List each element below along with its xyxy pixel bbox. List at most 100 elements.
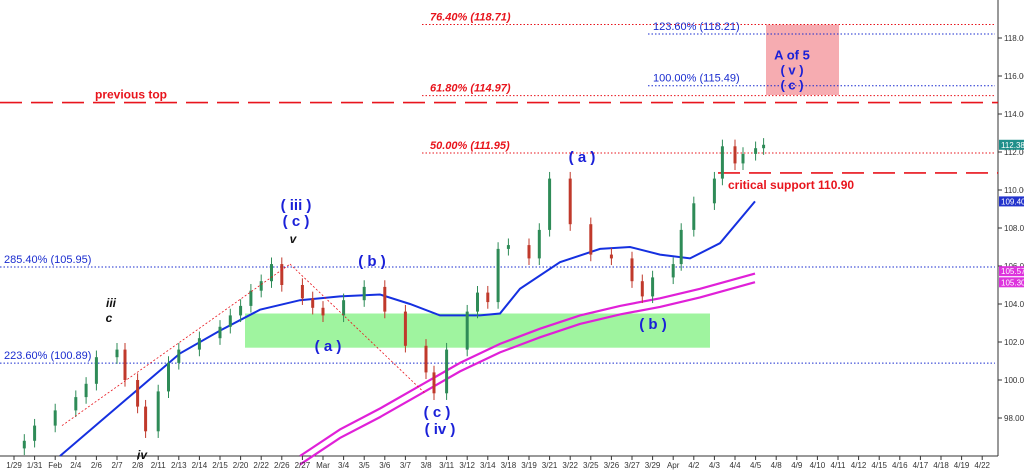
wave-label-4: c	[106, 311, 113, 325]
time-tick-label-20: 3/8	[420, 461, 432, 470]
price-tick-label-3: 104.00	[1004, 300, 1024, 309]
time-tick-label-16: 3/4	[338, 461, 350, 470]
candle-body-33	[486, 292, 490, 303]
candle-body-43	[640, 281, 644, 297]
time-tick-label-37: 4/8	[771, 461, 783, 470]
target-box-text-0: A of 5	[774, 48, 810, 63]
wave-label-10: ( a )	[569, 149, 596, 166]
candle-body-20	[280, 264, 284, 285]
moving-averages	[59, 200, 756, 466]
candle-body-19	[270, 264, 273, 282]
candle-body-11	[167, 362, 170, 392]
time-tick-label-42: 4/15	[871, 461, 887, 470]
time-tick-label-35: 4/4	[729, 461, 741, 470]
time-tick-label-8: 2/13	[171, 461, 187, 470]
time-tick-label-12: 2/22	[253, 461, 269, 470]
price-axis: 98.00100.00102.00104.00106.00108.00110.0…	[998, 34, 1024, 423]
time-tick-label-44: 4/17	[913, 461, 929, 470]
price-tick-label-1: 100.00	[1004, 376, 1024, 385]
wave-label-5: iv	[137, 448, 148, 462]
wave-label-9: ( iv )	[425, 421, 456, 438]
price-tick-label-6: 110.00	[1004, 186, 1024, 195]
ma-pink-line-1	[299, 281, 756, 466]
time-tick-label-3: 2/4	[70, 461, 82, 470]
candle-body-0	[22, 440, 26, 449]
time-tick-label-7: 2/11	[151, 461, 167, 470]
candle-body-49	[720, 146, 724, 179]
time-tick-label-46: 4/19	[954, 461, 970, 470]
wave-label-6: ( a )	[315, 338, 342, 355]
candle-body-15	[228, 315, 232, 327]
wave-label-11: ( b )	[639, 316, 667, 333]
time-tick-label-2: Feb	[48, 461, 62, 470]
time-tick-label-24: 3/18	[501, 461, 517, 470]
time-tick-label-10: 2/15	[212, 461, 228, 470]
time-tick-label-38: 4/9	[791, 461, 803, 470]
fib-level-label-2: 100.00% (115.49)	[653, 73, 740, 85]
time-tick-label-47: 4/22	[974, 461, 990, 470]
price-tick-label-8: 114.00	[1004, 110, 1024, 119]
candle-body-32	[476, 292, 479, 312]
time-tick-label-40: 4/11	[831, 461, 847, 470]
price-tick-label-9: 116.00	[1004, 72, 1024, 81]
candle-body-21	[300, 285, 304, 299]
time-tick-label-39: 4/10	[810, 461, 826, 470]
time-tick-label-19: 3/7	[400, 461, 412, 470]
candle-body-48	[712, 178, 716, 204]
time-tick-label-14: 2/27	[295, 461, 311, 470]
time-tick-label-32: Apr	[667, 461, 680, 470]
time-tick-label-34: 4/3	[709, 461, 721, 470]
wave-label-2: v	[290, 232, 298, 246]
price-candles	[22, 138, 766, 456]
candle-body-17	[249, 290, 253, 306]
trend-line-up	[61, 263, 291, 426]
time-tick-label-0: 1/29	[6, 461, 22, 470]
candle-body-24	[342, 300, 346, 316]
time-tick-label-11: 2/20	[233, 461, 249, 470]
candle-body-5	[94, 357, 98, 384]
candle-body-45	[671, 264, 675, 278]
price-tag-3: 105.30	[1001, 278, 1024, 287]
trend-line-down	[289, 263, 426, 394]
candle-body-3	[74, 397, 78, 411]
fib-level-label-1: 123.60% (118.21)	[653, 21, 740, 33]
time-tick-label-41: 4/12	[851, 461, 867, 470]
candle-body-53	[762, 144, 766, 149]
candle-body-34	[496, 248, 500, 303]
price-tick-label-10: 118.00	[1004, 34, 1024, 43]
price-tick-label-5: 108.00	[1004, 224, 1024, 233]
critical-support-label: critical support 110.90	[728, 178, 854, 192]
time-tick-label-45: 4/18	[933, 461, 949, 470]
candle-body-16	[239, 305, 243, 316]
time-tick-label-6: 2/8	[132, 461, 144, 470]
candle-body-42	[630, 258, 634, 282]
ma-pink-line-0	[299, 272, 756, 457]
fib-level-label-3: 61.80% (114.97)	[430, 83, 511, 95]
candle-body-46	[679, 229, 683, 265]
time-tick-label-36: 4/5	[750, 461, 762, 470]
fib-levels: 76.40% (118.71) 123.60% (118.21) 100.00% (…	[0, 12, 998, 364]
price-tag-bg-1	[999, 196, 1024, 207]
ma-blue-line	[59, 200, 756, 457]
candle-body-4	[84, 383, 88, 398]
price-tag-0: 112.38	[1001, 141, 1024, 150]
time-tick-label-30: 3/27	[624, 461, 640, 470]
price-tag-2: 105.57	[1001, 267, 1024, 276]
candle-body-27	[403, 311, 407, 346]
candle-body-12	[177, 349, 181, 363]
price-tick-label-7: 112.00	[1004, 148, 1024, 157]
wave-label-1: ( c )	[283, 213, 310, 230]
wave-label-3: iii	[106, 296, 117, 310]
fib-level-label-0: 76.40% (118.71)	[430, 12, 511, 24]
candle-body-9	[144, 406, 148, 432]
time-tick-label-17: 3/5	[359, 461, 371, 470]
candle-body-7	[123, 349, 127, 380]
candle-body-35	[506, 245, 510, 249]
time-tick-label-33: 4/2	[688, 461, 700, 470]
candle-body-14	[218, 326, 222, 339]
time-tick-label-5: 2/7	[111, 461, 123, 470]
previous-top-label: previous top	[95, 88, 167, 102]
candle-body-22	[311, 298, 315, 308]
